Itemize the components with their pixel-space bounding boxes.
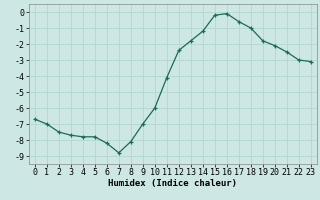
X-axis label: Humidex (Indice chaleur): Humidex (Indice chaleur) <box>108 179 237 188</box>
